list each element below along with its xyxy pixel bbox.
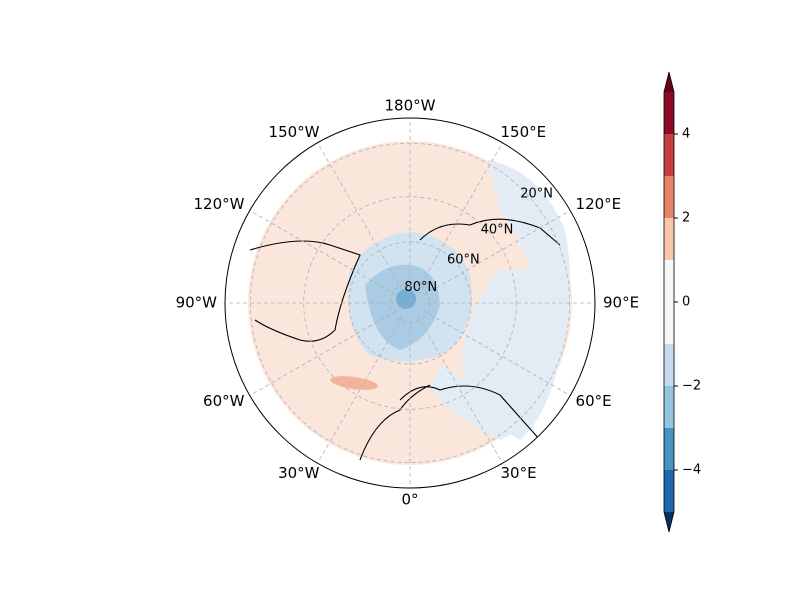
longitude-label: 30°E [501,464,537,482]
colorbar-tick-label: 2 [682,211,690,226]
field-negative [396,289,416,309]
field-negative [462,160,571,440]
latitude-label: 20°N [520,187,553,202]
coastline [249,218,561,461]
meridian [423,210,571,296]
colorbar-tick-label: 4 [682,127,690,142]
meridian [423,310,571,396]
colorbar-band [664,92,674,134]
colorbar-band [664,218,674,260]
field [248,141,572,465]
colorbar-band [664,386,674,428]
latitude-line [303,196,517,410]
map-boundary [224,117,596,489]
field-negative [430,365,520,440]
latitude-label: 40°N [481,222,514,237]
latitude-label: 80°N [404,280,437,295]
longitude-label: 60°W [203,392,245,410]
meridian [249,310,397,396]
longitude-label: 150°E [501,123,547,141]
colorbar-outline [663,71,675,533]
longitude-label: 30°W [278,464,320,482]
colorbar-band [664,134,674,176]
colorbar: −4 −2 0 2 4 [663,71,701,533]
meridian [417,316,503,464]
longitude-label: 60°E [576,392,612,410]
colorbar-band [664,344,674,386]
meridian [417,142,503,290]
longitude-label: 150°W [269,123,320,141]
longitude-label: 90°E [603,294,639,312]
colorbar-extend-high [664,72,674,92]
longitude-label: 90°W [176,294,218,312]
longitude-label: 0° [401,491,418,509]
meridian [317,142,403,290]
meridian [317,316,403,464]
colorbar-tick-label: −4 [682,463,701,478]
graticule: 80°N 60°N 40°N 20°N 0° 30°E 60°E 90°E 120°E 150°E… [176,97,640,509]
colorbar-band [664,470,674,512]
meridian [249,210,397,296]
colorbar-band [664,428,674,470]
colorbar-band [664,260,674,344]
latitude-label: 60°N [447,253,480,268]
longitude-label: 180°W [385,97,436,115]
colorbar-tick-label: 0 [682,295,690,310]
longitude-label: 120°W [193,195,244,213]
colorbar-tick-label: −2 [682,379,701,394]
longitude-label: 120°E [576,195,622,213]
colorbar-extend-low [664,512,674,532]
colorbar-band [664,176,674,218]
